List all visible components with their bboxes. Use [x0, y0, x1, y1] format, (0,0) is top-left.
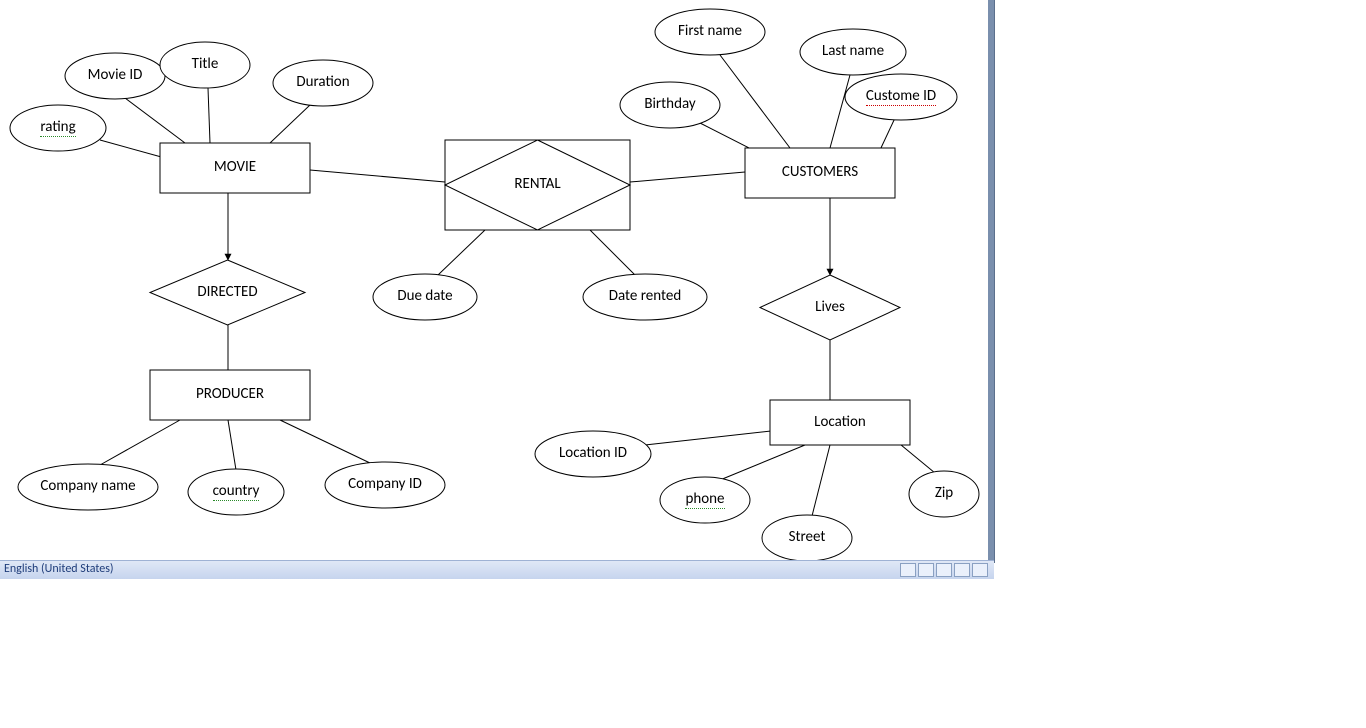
page-edge — [988, 0, 995, 563]
status-bar: English (United States) — [0, 560, 994, 579]
view-mode-icons — [900, 563, 988, 577]
web-layout-icon[interactable] — [936, 563, 952, 577]
full-screen-reading-icon[interactable] — [918, 563, 934, 577]
status-language[interactable]: English (United States) — [4, 562, 114, 576]
outline-icon[interactable] — [954, 563, 970, 577]
print-layout-icon[interactable] — [900, 563, 916, 577]
er-diagram-svg — [0, 0, 1000, 560]
diagram-canvas: English (United States) MOVIECUSTOMERSPR… — [0, 0, 1366, 728]
draft-icon[interactable] — [972, 563, 988, 577]
